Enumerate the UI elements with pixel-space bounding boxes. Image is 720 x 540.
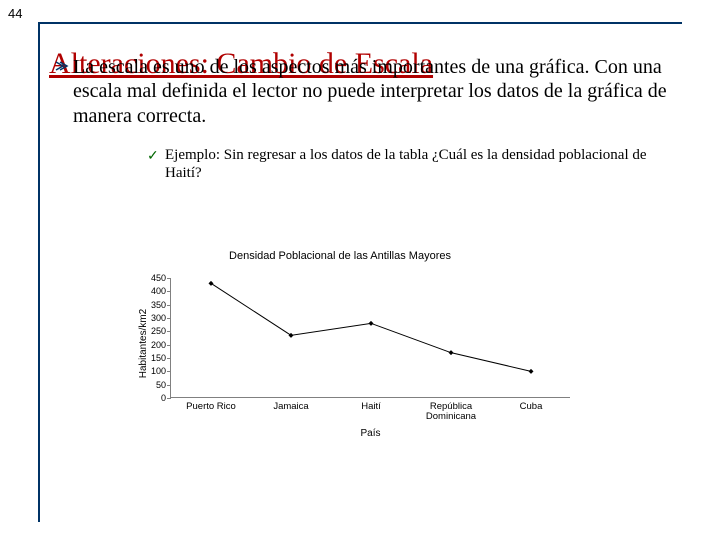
data-marker	[209, 281, 214, 286]
y-tick-label: 300	[136, 313, 166, 323]
y-tick-mark	[167, 291, 171, 292]
y-tick-label: 0	[136, 393, 166, 403]
data-marker	[529, 369, 534, 374]
y-tick-mark	[167, 345, 171, 346]
data-marker	[289, 333, 294, 338]
y-tick-mark	[167, 358, 171, 359]
y-tick-mark	[167, 398, 171, 399]
y-tick-label: 450	[136, 273, 166, 283]
chart-title: Densidad Poblacional de las Antillas May…	[100, 250, 580, 262]
y-tick-label: 400	[136, 286, 166, 296]
example-text: Ejemplo: Sin regresar a los datos de la …	[165, 146, 665, 182]
frame-border-left	[38, 22, 40, 522]
x-axis-label: País	[171, 428, 570, 439]
y-tick-label: 200	[136, 340, 166, 350]
slide-number: 44	[8, 6, 22, 21]
plot-area: Habitantes/km2 País 05010015020025030035…	[170, 278, 570, 398]
y-tick-label: 350	[136, 300, 166, 310]
y-tick-label: 250	[136, 326, 166, 336]
content-area: Alteraciones: Cambio de Escala La escala…	[55, 55, 675, 182]
series-line	[211, 283, 531, 371]
x-tick-label: RepúblicaDominicana	[426, 402, 476, 423]
line-series	[171, 278, 571, 398]
frame-border-top	[38, 22, 682, 24]
data-marker	[449, 350, 454, 355]
density-chart: Densidad Poblacional de las Antillas May…	[100, 250, 580, 470]
y-tick-label: 100	[136, 366, 166, 376]
y-tick-mark	[167, 305, 171, 306]
y-tick-mark	[167, 278, 171, 279]
x-tick-label: Cuba	[520, 402, 543, 412]
arrow-bullet-icon	[55, 59, 69, 73]
body-paragraph: La escala es uno de los aspectos más imp…	[73, 55, 675, 128]
x-tick-label: Haití	[361, 402, 381, 412]
x-tick-label: Puerto Rico	[186, 402, 236, 412]
y-tick-mark	[167, 385, 171, 386]
x-tick-label: Jamaica	[273, 402, 308, 412]
data-marker	[369, 321, 374, 326]
y-tick-mark	[167, 331, 171, 332]
body-text: La escala es uno de los aspectos más imp…	[73, 56, 667, 127]
y-tick-mark	[167, 371, 171, 372]
y-tick-mark	[167, 318, 171, 319]
y-tick-label: 150	[136, 353, 166, 363]
check-icon: ✓	[147, 148, 159, 165]
example-block: ✓ Ejemplo: Sin regresar a los datos de l…	[165, 146, 665, 182]
y-tick-label: 50	[136, 380, 166, 390]
